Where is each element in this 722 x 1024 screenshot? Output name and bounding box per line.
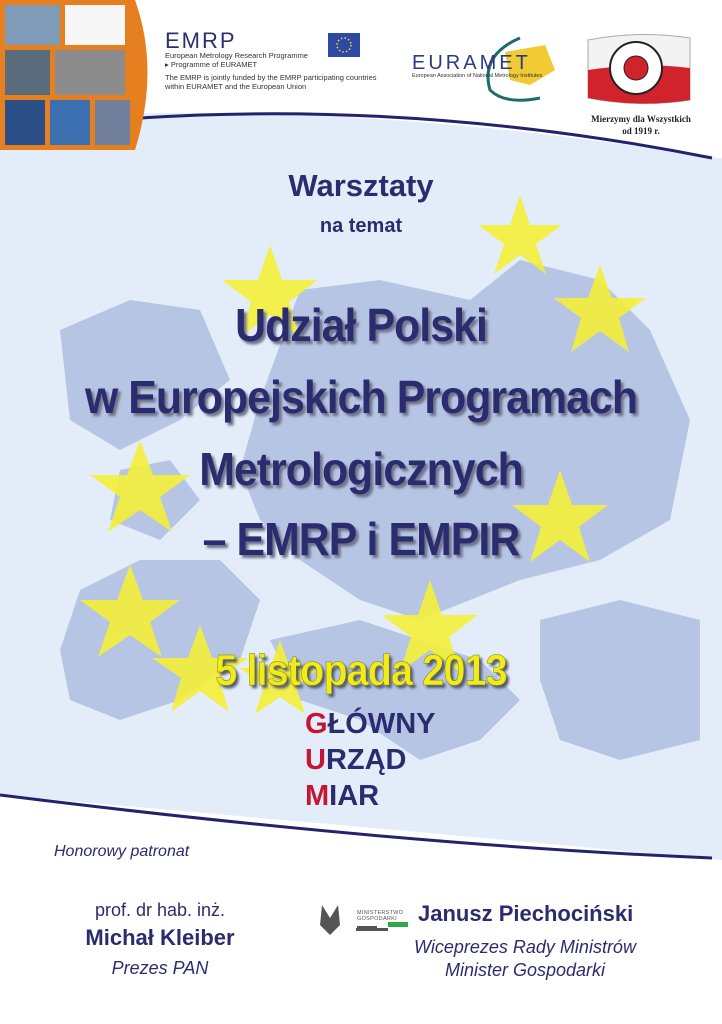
venue-initial: U — [305, 744, 326, 776]
ministry-label: MINISTERSTWO GOSPODARKI — [357, 910, 404, 922]
left-degree: prof. dr hab. inż. — [94, 900, 226, 920]
eu-flag-icon — [328, 33, 360, 57]
venue-initial: G — [305, 708, 328, 740]
eu-stars — [80, 195, 646, 714]
title-line-1: Udział Polski — [235, 299, 488, 351]
title-line-2: w Europejskich Programach — [84, 371, 638, 423]
venue-line-3: MIAR — [305, 780, 379, 813]
patronage-label: Honorowy patronat — [54, 843, 190, 860]
left-name: Michał Kleiber — [85, 925, 235, 950]
event-date: 5 listopada 2013 — [215, 646, 508, 696]
gum-motto-line2: od 1919 r. — [622, 126, 660, 136]
gum-logo — [587, 33, 691, 105]
emrp-logo: EMRP — [165, 28, 237, 53]
collage-image — [0, 0, 148, 150]
right-role-1: Wiceprezes Rady Ministrów — [414, 937, 636, 957]
gum-motto: Mierzymy dla Wszystkich od 1919 r. — [586, 113, 696, 137]
euramet-subtitle: European Association of National Metrolo… — [412, 73, 543, 79]
right-name: Janusz Piechociński — [418, 901, 634, 926]
euramet-logo: EURAMET — [412, 52, 531, 74]
gum-motto-line1: Mierzymy dla Wszystkich — [591, 114, 691, 124]
venue-initial: M — [305, 780, 330, 812]
title-line-3: Metrologicznych — [199, 443, 524, 495]
venue-line-2: URZĄD — [305, 744, 407, 777]
venue-line-1: GŁÓWNY — [305, 708, 436, 741]
venue-rest: RZĄD — [325, 744, 407, 776]
emrp-line2: ▸ Programme of EURAMET — [165, 60, 258, 69]
emrp-line1: European Metrology Research Programme — [165, 51, 308, 60]
title-line-4: – EMRP i EMPIR — [202, 513, 521, 565]
subtitle: na temat — [319, 215, 403, 237]
emrp-funding: The EMRP is jointly funded by the EMRP p… — [165, 73, 377, 82]
emrp-line2-text: Programme of EURAMET — [170, 60, 258, 69]
left-role: Prezes PAN — [111, 958, 209, 978]
venue-rest: IAR — [329, 780, 380, 812]
venue-rest: ŁÓWNY — [327, 708, 436, 740]
kicker: Warsztaty — [288, 168, 434, 203]
ministry-logo — [320, 905, 408, 935]
emrp-funding2: within EURAMET and the European Union — [165, 82, 307, 91]
right-role-2: Minister Gospodarki — [444, 960, 606, 980]
